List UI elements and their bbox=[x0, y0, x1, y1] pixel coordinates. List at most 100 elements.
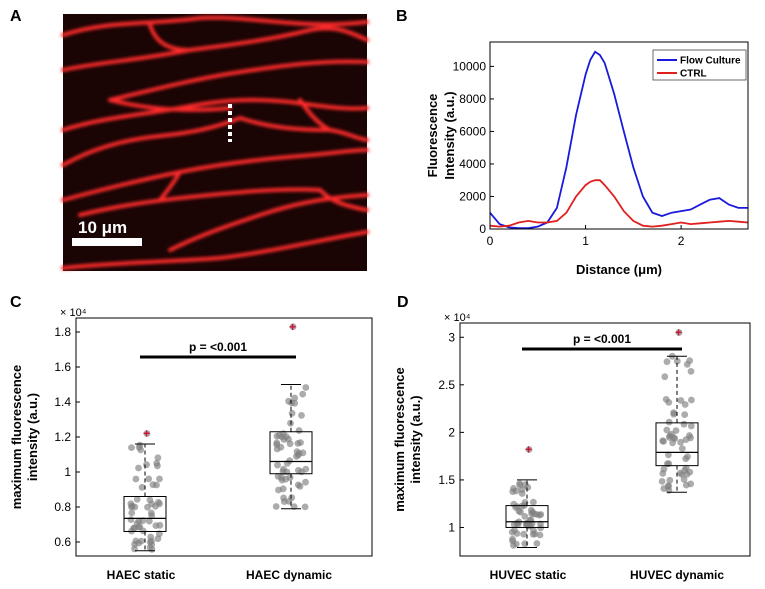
data-point bbox=[273, 445, 281, 453]
membrane-line bbox=[148, 23, 192, 52]
y-axis-label-line: intensity (a.u.) bbox=[408, 395, 423, 483]
category-label: HUVEC static bbox=[490, 568, 567, 582]
data-point bbox=[681, 411, 689, 418]
data-point bbox=[136, 441, 144, 449]
data-point bbox=[682, 455, 690, 463]
data-point bbox=[530, 510, 538, 518]
data-point bbox=[521, 513, 529, 520]
data-point bbox=[156, 475, 163, 483]
data-point bbox=[666, 432, 674, 440]
data-point bbox=[153, 459, 161, 467]
data-point bbox=[295, 466, 302, 474]
data-point bbox=[688, 396, 695, 404]
x-tick-label: 2 bbox=[678, 234, 685, 248]
data-point bbox=[294, 481, 302, 489]
data-point bbox=[135, 523, 143, 531]
legend-label: Flow Culture bbox=[680, 56, 741, 67]
data-point bbox=[510, 500, 518, 508]
data-point bbox=[272, 503, 280, 510]
y-tick-label: 10000 bbox=[453, 59, 487, 73]
data-point bbox=[148, 512, 156, 520]
data-point bbox=[513, 519, 521, 527]
data-point bbox=[148, 545, 156, 553]
membrane-line bbox=[158, 170, 182, 202]
data-point bbox=[670, 410, 678, 418]
y-axis-label-line: Intensity (a.u.) bbox=[442, 91, 457, 179]
data-point bbox=[288, 409, 296, 417]
data-point bbox=[295, 449, 303, 457]
box bbox=[655, 422, 699, 467]
legend: Flow Culture CTRL bbox=[652, 49, 747, 81]
data-point bbox=[660, 485, 668, 492]
data-point bbox=[672, 427, 680, 434]
data-point bbox=[666, 476, 674, 484]
panel-letter-a: A bbox=[10, 8, 22, 25]
data-point bbox=[145, 517, 153, 525]
y-axis-label: maximum fluorescence intensity (a.u.) bbox=[392, 367, 423, 512]
y-tick-label: 2000 bbox=[459, 189, 486, 203]
y-tick-label: 6000 bbox=[459, 124, 486, 138]
y-tick-label: 2 bbox=[448, 425, 455, 439]
outlier-point bbox=[675, 329, 683, 336]
data-point bbox=[135, 517, 143, 525]
data-point bbox=[275, 486, 282, 494]
scale-bar-label: 10 μm bbox=[78, 218, 127, 237]
data-point bbox=[138, 483, 146, 491]
membrane-line bbox=[108, 98, 232, 112]
y-tick-label: 8000 bbox=[459, 92, 486, 106]
data-point bbox=[659, 470, 667, 477]
legend-box bbox=[652, 49, 747, 81]
y-axis-label: Fluorescence Intensity (a.u.) bbox=[425, 91, 457, 179]
significance-label: p = <0.001 bbox=[573, 332, 631, 346]
box bbox=[123, 496, 167, 532]
membrane-line bbox=[298, 98, 332, 132]
outlier-marker: + bbox=[525, 442, 532, 456]
data-point bbox=[687, 480, 695, 488]
y-axis-label-line: maximum fluorescence bbox=[392, 367, 407, 512]
outlier-marker: + bbox=[675, 326, 682, 340]
outlier-point bbox=[525, 446, 533, 453]
y-tick-label: 3 bbox=[448, 330, 455, 344]
panel-letter-d: D bbox=[397, 294, 409, 311]
outlier-marker: + bbox=[289, 320, 296, 334]
data-point bbox=[133, 496, 141, 503]
x-tick-label: 0 bbox=[487, 234, 494, 248]
data-point bbox=[662, 396, 670, 403]
data-point bbox=[149, 481, 157, 489]
category-label: HUVEC dynamic bbox=[630, 568, 724, 582]
data-point bbox=[680, 420, 688, 428]
y-tick-label: 4000 bbox=[459, 157, 486, 171]
data-point bbox=[132, 475, 140, 483]
data-point bbox=[533, 540, 541, 547]
data-point bbox=[143, 461, 150, 469]
series-line bbox=[489, 50, 748, 230]
y-tick-label: 0.8 bbox=[54, 500, 71, 514]
data-point bbox=[301, 503, 309, 511]
data-point bbox=[131, 540, 139, 548]
y-tick-label: 1.6 bbox=[54, 360, 71, 374]
category-label: HAEC dynamic bbox=[246, 568, 332, 582]
y-axis-label: maximum fluorescence intensity (a.u.) bbox=[9, 365, 40, 510]
data-point bbox=[664, 460, 671, 468]
y-tick-label: 1.8 bbox=[54, 325, 71, 339]
data-point bbox=[275, 432, 283, 439]
significance-label: p = <0.001 bbox=[189, 340, 247, 354]
data-point bbox=[522, 521, 530, 528]
data-point bbox=[521, 540, 529, 548]
data-point bbox=[660, 438, 667, 445]
data-point bbox=[665, 451, 672, 459]
data-point bbox=[661, 373, 669, 381]
data-point bbox=[671, 435, 679, 442]
data-point bbox=[302, 384, 310, 391]
data-point bbox=[154, 535, 162, 543]
membrane-line bbox=[318, 188, 369, 212]
data-point bbox=[156, 521, 164, 529]
data-point bbox=[128, 509, 136, 517]
data-point bbox=[677, 397, 685, 404]
y-tick-label: 1 bbox=[64, 465, 71, 479]
membrane-line bbox=[61, 148, 369, 202]
scale-bar bbox=[72, 238, 142, 246]
box bbox=[505, 505, 549, 528]
data-point bbox=[673, 357, 681, 365]
box bbox=[269, 431, 313, 475]
